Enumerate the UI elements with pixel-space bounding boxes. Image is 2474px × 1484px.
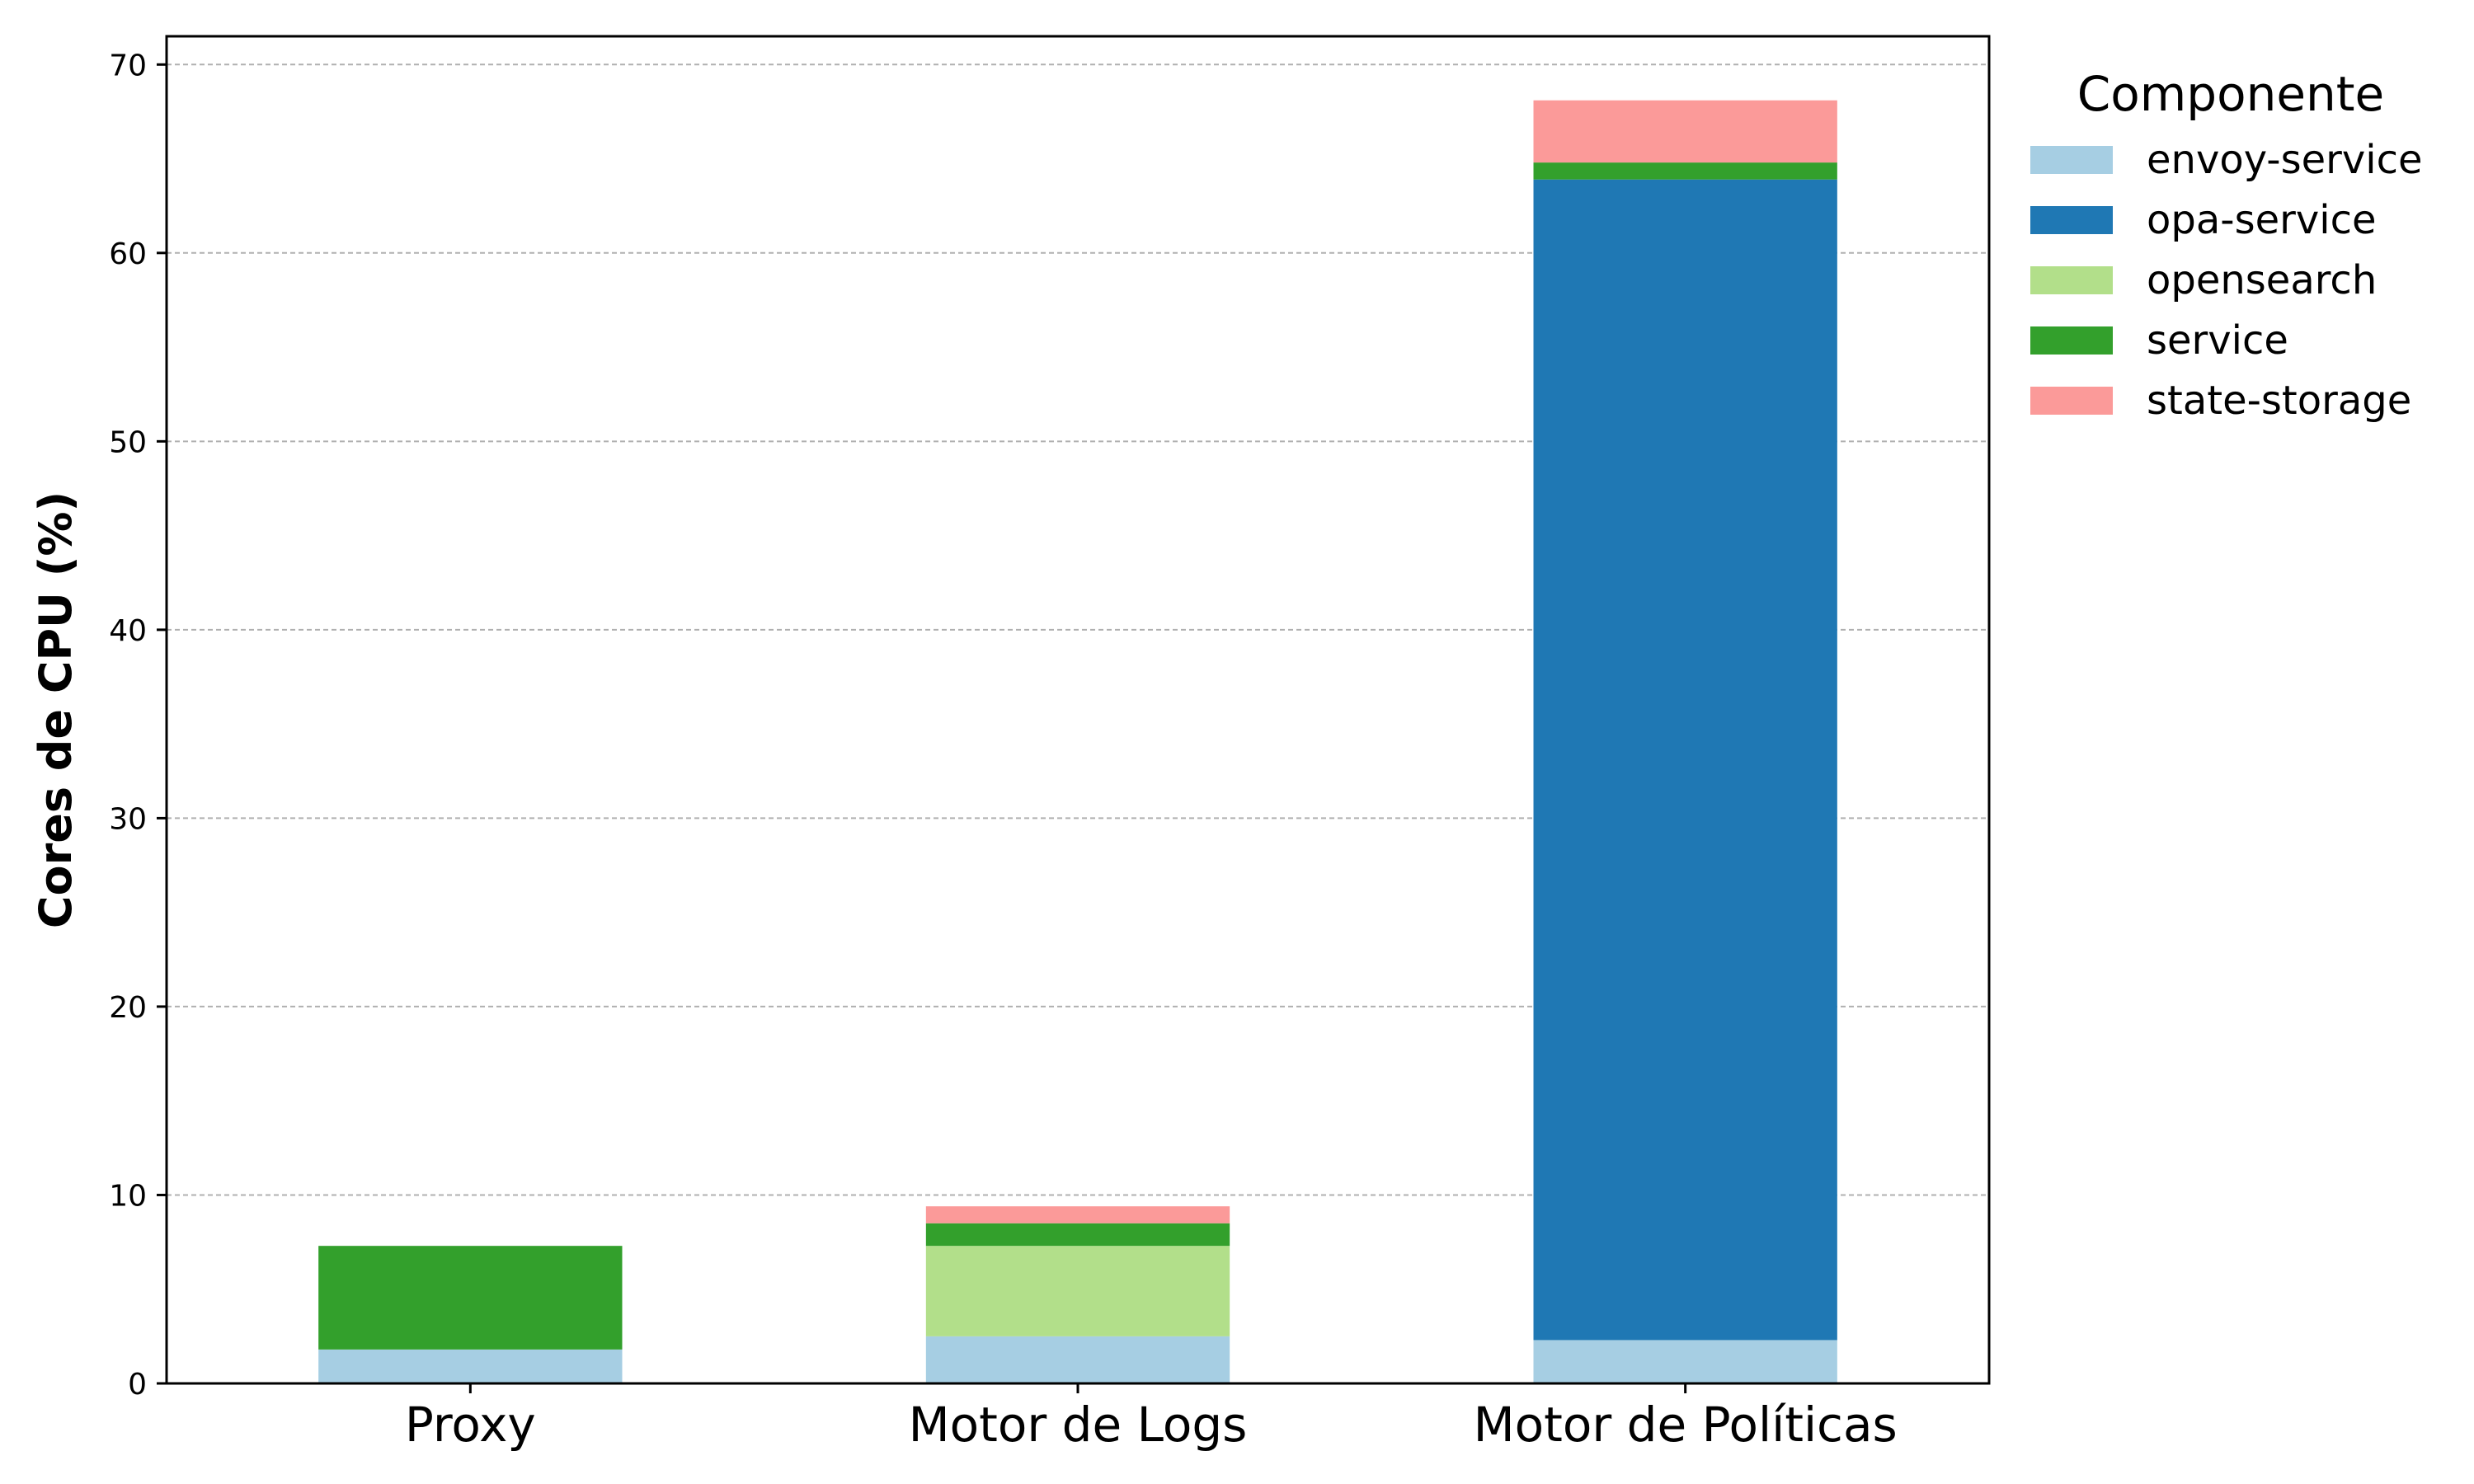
bar-segment-envoy-service — [318, 1349, 623, 1383]
bar-segment-state-storage — [925, 1206, 1230, 1223]
legend-swatch-opensearch — [2030, 266, 2113, 294]
y-tick-label: 30 — [109, 802, 147, 836]
x-tick-label: Motor de Logs — [909, 1397, 1248, 1453]
legend-swatch-state-storage — [2030, 387, 2113, 415]
bar-segment-envoy-service — [1533, 1340, 1837, 1383]
legend-label: service — [2147, 317, 2288, 364]
legend-title: Componente — [2077, 66, 2384, 122]
bar-segment-envoy-service — [925, 1336, 1230, 1383]
y-tick-label: 20 — [109, 991, 147, 1025]
bar-segment-opensearch — [925, 1246, 1230, 1336]
legend-label: envoy-service — [2147, 137, 2423, 183]
y-tick-label: 10 — [109, 1179, 147, 1213]
x-tick-label: Proxy — [405, 1397, 536, 1453]
y-tick-label: 0 — [128, 1368, 147, 1402]
bars — [318, 100, 1837, 1383]
bar-segment-opa-service — [1533, 179, 1837, 1341]
x-tick-label: Motor de Políticas — [1474, 1397, 1898, 1453]
y-tick-label: 50 — [109, 425, 147, 459]
legend-swatch-service — [2030, 326, 2113, 355]
bar-segment-service — [318, 1246, 623, 1350]
bar-segment-state-storage — [1533, 100, 1837, 163]
legend-label: state-storage — [2147, 378, 2411, 424]
legend: Componente envoy-service opa-service opens… — [2030, 66, 2423, 424]
y-tick-label: 40 — [109, 614, 147, 648]
bar-segment-service — [925, 1223, 1230, 1247]
legend-label: opensearch — [2147, 257, 2377, 303]
y-axis-label: Cores de CPU (%) — [30, 491, 82, 928]
y-tick-label: 70 — [109, 49, 147, 82]
legend-label: opa-service — [2147, 197, 2377, 243]
legend-swatch-envoy-service — [2030, 146, 2113, 174]
y-axis-ticks: 0 10 20 30 40 50 60 70 — [109, 49, 167, 1402]
bar-segment-service — [1533, 162, 1837, 180]
legend-swatch-opa-service — [2030, 206, 2113, 234]
x-axis-ticks: Proxy Motor de Logs Motor de Políticas — [405, 1383, 1898, 1453]
y-tick-label: 60 — [109, 237, 147, 271]
